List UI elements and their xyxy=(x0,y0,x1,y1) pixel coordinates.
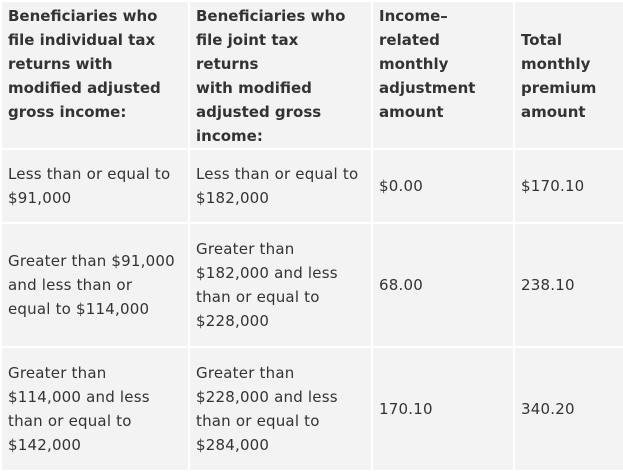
header-line: amount xyxy=(521,103,586,121)
header-line: Beneficiaries who xyxy=(196,7,346,25)
cell-line: 340.20 xyxy=(521,400,575,418)
table-row: Less than or equal to $91,000 Less than … xyxy=(0,148,623,224)
header-joint-income: Beneficiaries who file joint tax returns… xyxy=(188,0,373,150)
cell-adjustment-amount: $0.00 xyxy=(371,148,515,224)
cell-line: equal to $114,000 xyxy=(8,300,150,318)
cell-line: and less than or xyxy=(8,276,133,294)
cell-line: Greater than xyxy=(8,364,107,382)
cell-adjustment-amount: 68.00 xyxy=(371,222,515,348)
header-individual-income: Beneficiaries who file individual tax re… xyxy=(0,0,190,150)
cell-line: Greater than xyxy=(196,364,295,382)
header-line: adjusted gross xyxy=(196,103,322,121)
cell-total-premium: 340.20 xyxy=(513,346,623,472)
cell-line: $142,000 xyxy=(8,436,82,454)
cell-line: 170.10 xyxy=(379,400,433,418)
cell-line: 238.10 xyxy=(521,276,575,294)
header-line: amount xyxy=(379,103,444,121)
header-line: returns with xyxy=(8,55,113,73)
cell-line: $0.00 xyxy=(379,177,423,195)
cell-line: $114,000 and less xyxy=(8,388,150,406)
header-line: adjustment xyxy=(379,79,476,97)
cell-line: than or equal to xyxy=(196,288,320,306)
header-line: monthly xyxy=(379,55,449,73)
cell-line: Greater than $91,000 xyxy=(8,252,175,270)
cell-joint-income: Greater than $228,000 and less than or e… xyxy=(188,346,373,472)
cell-line: $228,000 and less xyxy=(196,388,338,406)
header-line: file joint tax returns xyxy=(196,31,299,73)
header-line: with modified xyxy=(196,79,312,97)
cell-line: $182,000 and less xyxy=(196,264,338,282)
cell-adjustment-amount: 170.10 xyxy=(371,346,515,472)
cell-joint-income: Less than or equal to $182,000 xyxy=(188,148,373,224)
header-line: monthly xyxy=(521,55,591,73)
cell-total-premium: $170.10 xyxy=(513,148,623,224)
header-line: gross income: xyxy=(8,103,127,121)
table-row: Greater than $114,000 and less than or e… xyxy=(0,346,623,472)
header-line: related xyxy=(379,31,440,49)
table-row: Greater than $91,000 and less than or eq… xyxy=(0,222,623,348)
header-adjustment-amount: Income– related monthly adjustment amoun… xyxy=(371,0,515,150)
cell-individual-income: Greater than $91,000 and less than or eq… xyxy=(0,222,190,348)
cell-line: $182,000 xyxy=(196,189,270,207)
cell-line: Less than or equal to xyxy=(196,165,359,183)
table-header-row: Beneficiaries who file individual tax re… xyxy=(0,0,623,150)
cell-line: Less than or equal to xyxy=(8,165,171,183)
header-line: premium xyxy=(521,79,597,97)
header-line: Income– xyxy=(379,7,448,25)
header-line: income: xyxy=(196,127,263,145)
cell-individual-income: Greater than $114,000 and less than or e… xyxy=(0,346,190,472)
cell-line: $284,000 xyxy=(196,436,270,454)
cell-line: $91,000 xyxy=(8,189,72,207)
header-line: Total xyxy=(521,31,562,49)
cell-line: than or equal to xyxy=(196,412,320,430)
header-total-premium: Total monthly premium amount xyxy=(513,0,623,150)
cell-line: Greater than xyxy=(196,240,295,258)
cell-line: $228,000 xyxy=(196,312,270,330)
cell-individual-income: Less than or equal to $91,000 xyxy=(0,148,190,224)
cell-line: than or equal to xyxy=(8,412,132,430)
header-line: modified adjusted xyxy=(8,79,161,97)
header-line: file individual tax xyxy=(8,31,156,49)
cell-total-premium: 238.10 xyxy=(513,222,623,348)
cell-line: 68.00 xyxy=(379,276,423,294)
cell-line: $170.10 xyxy=(521,177,585,195)
cell-joint-income: Greater than $182,000 and less than or e… xyxy=(188,222,373,348)
header-line: Beneficiaries who xyxy=(8,7,158,25)
